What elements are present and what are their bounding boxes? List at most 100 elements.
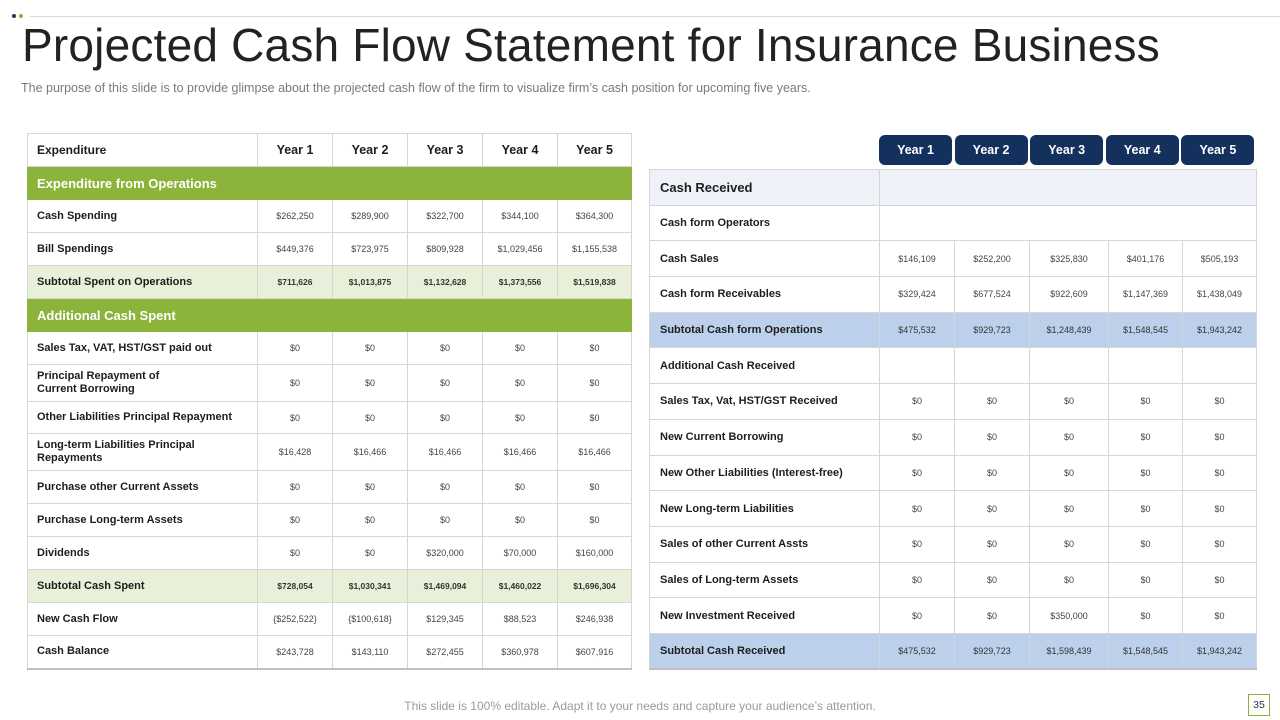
cell-value: $289,900 [332, 199, 408, 233]
slide-subtitle: The purpose of this slide is to provide … [21, 81, 811, 95]
year-pill: Year 4 [1105, 135, 1179, 165]
cell-value: $1,248,439 [1029, 311, 1109, 349]
row-label: Cash Balance [27, 635, 258, 670]
row-label: Sales of other Current Assts [649, 525, 880, 563]
cell-value: $0 [954, 597, 1030, 634]
table-row: Cash form Receivables $329,424 $677,524 $92… [649, 276, 1258, 313]
row-label: Subtotal Cash Received [649, 632, 880, 671]
cell-value: $16,428 [257, 433, 333, 471]
table-row: Additional Cash Received [649, 347, 1258, 385]
row-label: Purchase other Current Assets [27, 470, 258, 504]
cell-value: $475,532 [879, 632, 955, 671]
cell-value: {$100,618} [332, 602, 408, 636]
table-row: Sales of other Current Assts $0 $0 $0 $0 $0 [649, 525, 1258, 563]
cell-value: $143,110 [332, 635, 408, 670]
row-label: Purchase Long-term Assets [27, 503, 258, 537]
cell-value: $0 [1181, 525, 1258, 563]
section-label: Cash form Operators [649, 204, 880, 242]
row-label: Sales Tax, VAT, HST/GST paid out [27, 331, 258, 365]
cell-value: $262,250 [257, 199, 333, 233]
cell-value: $0 [954, 454, 1030, 492]
cell-value: $0 [482, 401, 558, 434]
table-title: Cash Received [649, 169, 880, 206]
slide-title: Projected Cash Flow Statement for Insura… [22, 19, 1160, 71]
empty-cell [878, 204, 1258, 242]
cell-value: $0 [1181, 597, 1258, 634]
cell-value: $146,109 [879, 240, 955, 278]
cell-value: $0 [879, 561, 955, 599]
table-row: Long-term Liabilities Principal Repaymen… [27, 433, 632, 471]
cell-value: $0 [879, 525, 955, 563]
cell-value: $0 [1181, 454, 1258, 492]
cell-value: $0 [879, 418, 955, 456]
cell-value: $401,176 [1108, 240, 1183, 278]
cell-value: $0 [407, 470, 483, 504]
cell-value: $160,000 [557, 536, 632, 570]
cell-value: $0 [257, 470, 333, 504]
table-row: Other Liabilities Principal Repayment $0 $… [27, 401, 632, 434]
row-label: Cash Spending [27, 199, 258, 233]
row-label: Cash form Receivables [649, 276, 880, 313]
cell-value: $272,455 [407, 635, 483, 670]
cell-value: $0 [332, 536, 408, 570]
cell-value: $0 [557, 331, 632, 365]
cell-value: $0 [1029, 418, 1109, 456]
cell-value [1029, 347, 1109, 385]
cell-value: $505,193 [1181, 240, 1258, 278]
section-row: Cash form Operators [649, 204, 1258, 242]
table-row: Cash Sales $146,109 $252,200 $325,830 $401,1… [649, 240, 1258, 278]
cell-value [954, 347, 1030, 385]
cell-value: $0 [879, 454, 955, 492]
table-title-row: Cash Received [649, 169, 1258, 206]
cell-value: $607,916 [557, 635, 632, 670]
table-row: Cash Balance $243,728 $143,110 $272,455 $360… [27, 635, 632, 670]
cell-value: $809,928 [407, 232, 483, 266]
row-label: Sales of Long-term Assets [649, 561, 880, 599]
cell-value: $0 [482, 470, 558, 504]
cell-value: $1,029,456 [482, 232, 558, 266]
cell-value: $360,978 [482, 635, 558, 670]
cell-value: $16,466 [332, 433, 408, 471]
section-row: Expenditure from Operations [27, 166, 632, 200]
cell-value: $16,466 [407, 433, 483, 471]
subtotal-row: Subtotal Cash Spent $728,054 $1,030,341 $1,… [27, 569, 632, 603]
brand-dot-green [19, 14, 23, 18]
subtotal-row: Subtotal Cash Received $475,532 $929,723 $1… [649, 632, 1258, 671]
expenditure-header-row: Expenditure Year 1 Year 2 Year 3 Year 4 … [27, 133, 632, 167]
cell-value: $0 [954, 561, 1030, 599]
subtotal-row: Subtotal Cash form Operations $475,532 $92… [649, 311, 1258, 349]
cell-value: $88,523 [482, 602, 558, 636]
brand-dot-navy [12, 14, 16, 18]
cell-value: $0 [257, 536, 333, 570]
cell-value: $1,548,545 [1108, 632, 1183, 671]
row-label: New Cash Flow [27, 602, 258, 636]
row-label: Bill Spendings [27, 232, 258, 266]
footer-note: This slide is 100% editable. Adapt it to… [404, 699, 876, 713]
year-header: Year 3 [407, 133, 483, 167]
cell-value: $475,532 [879, 311, 955, 349]
cell-value: $0 [257, 331, 333, 365]
cell-value: $0 [1181, 490, 1258, 527]
table-row: Sales of Long-term Assets $0 $0 $0 $0 $0 [649, 561, 1258, 599]
row-label: New Long-term Liabilities [649, 490, 880, 527]
row-label: New Investment Received [649, 597, 880, 634]
cell-value: $0 [557, 401, 632, 434]
cell-value: $0 [407, 331, 483, 365]
year-header-pills: Year 1 Year 2 Year 3 Year 4 Year 5 [879, 135, 1257, 165]
cell-value: $0 [954, 525, 1030, 563]
cell-value: $0 [557, 364, 632, 402]
empty-cell [878, 169, 1258, 206]
cell-value: $677,524 [954, 276, 1030, 313]
cell-value: $1,373,556 [482, 265, 558, 299]
cell-value: $0 [1029, 561, 1109, 599]
cell-value: $0 [1108, 454, 1183, 492]
expenditure-table: Expenditure Year 1 Year 2 Year 3 Year 4 … [27, 133, 632, 670]
table-row: New Current Borrowing $0 $0 $0 $0 $0 [649, 418, 1258, 456]
cell-value: $16,466 [482, 433, 558, 471]
cell-value: $0 [1181, 561, 1258, 599]
cell-value: $0 [557, 503, 632, 537]
cell-value: $322,700 [407, 199, 483, 233]
table-row: Cash Spending $262,250 $289,900 $322,700 $34… [27, 199, 632, 233]
table-row: New Long-term Liabilities $0 $0 $0 $0 $0 [649, 490, 1258, 527]
cell-value: $70,000 [482, 536, 558, 570]
